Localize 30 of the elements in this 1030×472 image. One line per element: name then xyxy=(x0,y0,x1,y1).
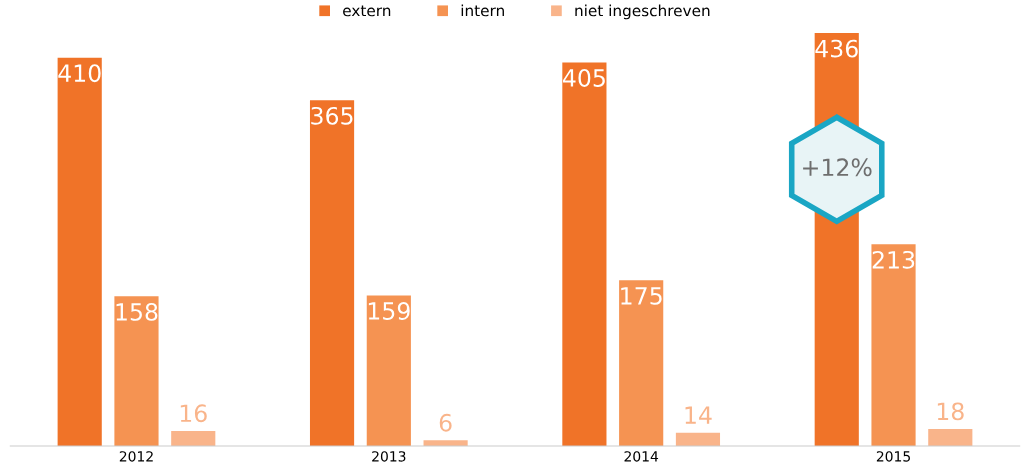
bar xyxy=(57,57,102,447)
data-label: 14 xyxy=(685,406,712,424)
bar xyxy=(309,100,355,447)
x-tick-label: 2013 xyxy=(372,451,406,462)
bar xyxy=(366,295,411,447)
data-label: 365 xyxy=(311,106,353,125)
data-label: 6 xyxy=(439,413,452,432)
bar xyxy=(675,432,721,447)
annotation: +12% xyxy=(803,158,872,177)
x-tick-label: 2014 xyxy=(624,451,659,462)
legend-label: extern xyxy=(343,5,391,17)
x-tick-label: 2015 xyxy=(876,451,910,462)
data-label: 158 xyxy=(116,302,158,321)
bar xyxy=(928,428,973,447)
data-label: 436 xyxy=(815,39,858,58)
data-label: 405 xyxy=(563,69,605,87)
legend-label: niet ingeschreven xyxy=(575,4,710,20)
legend-label: intern xyxy=(461,4,504,17)
bar xyxy=(619,280,664,447)
data-label: 410 xyxy=(58,64,101,83)
bar xyxy=(562,62,607,447)
x-tick-label: 2012 xyxy=(119,451,153,462)
bar xyxy=(871,244,916,447)
data-label: 16 xyxy=(180,404,207,423)
data-label: 213 xyxy=(872,250,915,269)
data-label: 175 xyxy=(621,287,662,305)
data-label: 18 xyxy=(937,402,964,421)
bar xyxy=(114,296,159,447)
bar xyxy=(171,430,216,447)
data-label: 159 xyxy=(368,302,410,320)
